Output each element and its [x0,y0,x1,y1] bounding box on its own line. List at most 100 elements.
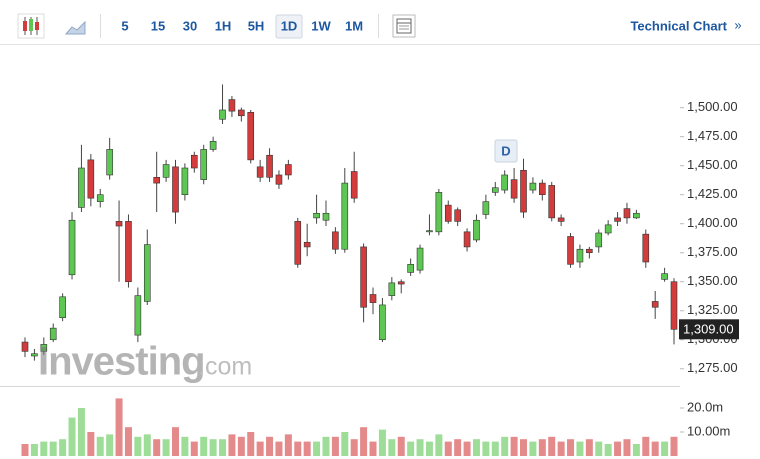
candle-body [162,164,170,178]
volume-bar [510,436,518,456]
volume-tick-label: 10.00m [687,423,730,438]
volume-bar [40,441,48,456]
interval-button[interactable]: 1W [311,18,331,33]
candle-body [651,301,659,308]
interval-button[interactable]: 1H [215,18,232,33]
candle-body [661,273,668,280]
candle-body [633,212,640,219]
candle-body [228,99,236,112]
volume-bar [143,434,151,456]
y-tick-label: 1,325.00 [687,302,738,317]
candle-body [266,154,273,178]
volume-bar [124,427,132,456]
volume-bar [49,441,57,456]
volume-bar [294,441,302,456]
candle-body [426,230,433,233]
candle-body [275,174,283,185]
table-icon[interactable] [392,14,416,38]
volume-bar [275,441,283,456]
volume-bar [266,436,274,456]
interval-button[interactable]: 15 [151,18,165,33]
volume-bar [59,439,67,456]
candle-body [529,182,537,191]
volume-bar [454,439,462,456]
candle-body [350,171,358,199]
candle-body [219,109,226,120]
y-tick-label: 1,450.00 [687,157,738,172]
candle-body [388,282,396,296]
candle-body [416,247,424,271]
candle-body [510,179,518,199]
technical-chart-link[interactable]: Technical Chart [630,18,727,33]
candle-body [106,149,113,176]
candle-body [322,212,330,221]
candle-body [614,217,621,222]
volume-bar [557,441,565,456]
candle-body [548,185,556,219]
candle-body [49,327,57,341]
area-icon[interactable] [64,20,86,35]
candle-body [115,221,123,227]
candle-body [435,192,443,233]
candle-body [172,166,179,213]
volume-bar [209,439,217,456]
candle-body [670,281,678,330]
volume-bar [30,444,38,456]
annotation-box [494,139,518,163]
interval-button[interactable]: 1M [345,18,363,33]
candle-body [379,304,386,341]
candle-body [247,112,255,161]
volume-bar [501,436,509,456]
interval-button[interactable]: 30 [183,18,197,33]
volume-bar [228,434,236,456]
y-tick-label: 1,500.00 [687,99,738,114]
candle-body [303,241,311,248]
volume-bar [651,441,659,456]
candle-body [313,212,320,219]
candle-body [539,182,546,195]
volume-bar [585,439,593,456]
volume-bar [171,427,179,456]
volume-bar [341,432,349,456]
volume-bar [491,441,499,456]
candle-body [285,164,292,176]
volume-bar [115,398,123,456]
candle-body [501,174,508,191]
candle-body [576,248,584,263]
candle-body [40,344,48,352]
volume-bar [614,441,622,456]
annotation-label: D [501,143,510,158]
volume-bar [247,432,255,456]
candle-body [78,167,85,208]
candle-body [134,295,142,336]
volume-bar [96,436,104,456]
volume-bar [632,444,640,456]
volume-bar [77,408,85,456]
interval-button[interactable]: 5H [248,18,265,33]
volume-bar [256,441,264,456]
volume-bar [378,429,386,456]
volume-bar [595,441,603,456]
y-tick-label: 1,375.00 [687,244,738,259]
watermark: Investing .com [38,340,252,384]
volume-bar [303,441,311,456]
volume-bar [237,436,245,456]
volume-bar [529,441,537,456]
volume-bar [153,439,161,456]
last-price-label: 1,309.00 [683,322,734,337]
volume-bar [604,444,612,456]
interval-button[interactable]: 5 [121,18,128,33]
candle-body [238,109,245,117]
interval-button[interactable]: 1D [281,18,298,33]
volume-bar [670,436,678,456]
volume-bar [219,439,227,456]
volume-bar [425,441,433,456]
last-price-box [679,319,739,340]
volume-bar [87,432,95,456]
volume-bar [407,441,415,456]
candle-body [397,281,405,285]
candle-icon[interactable] [17,13,45,39]
candle-body [407,264,414,273]
link-arrow[interactable]: » [734,17,741,32]
